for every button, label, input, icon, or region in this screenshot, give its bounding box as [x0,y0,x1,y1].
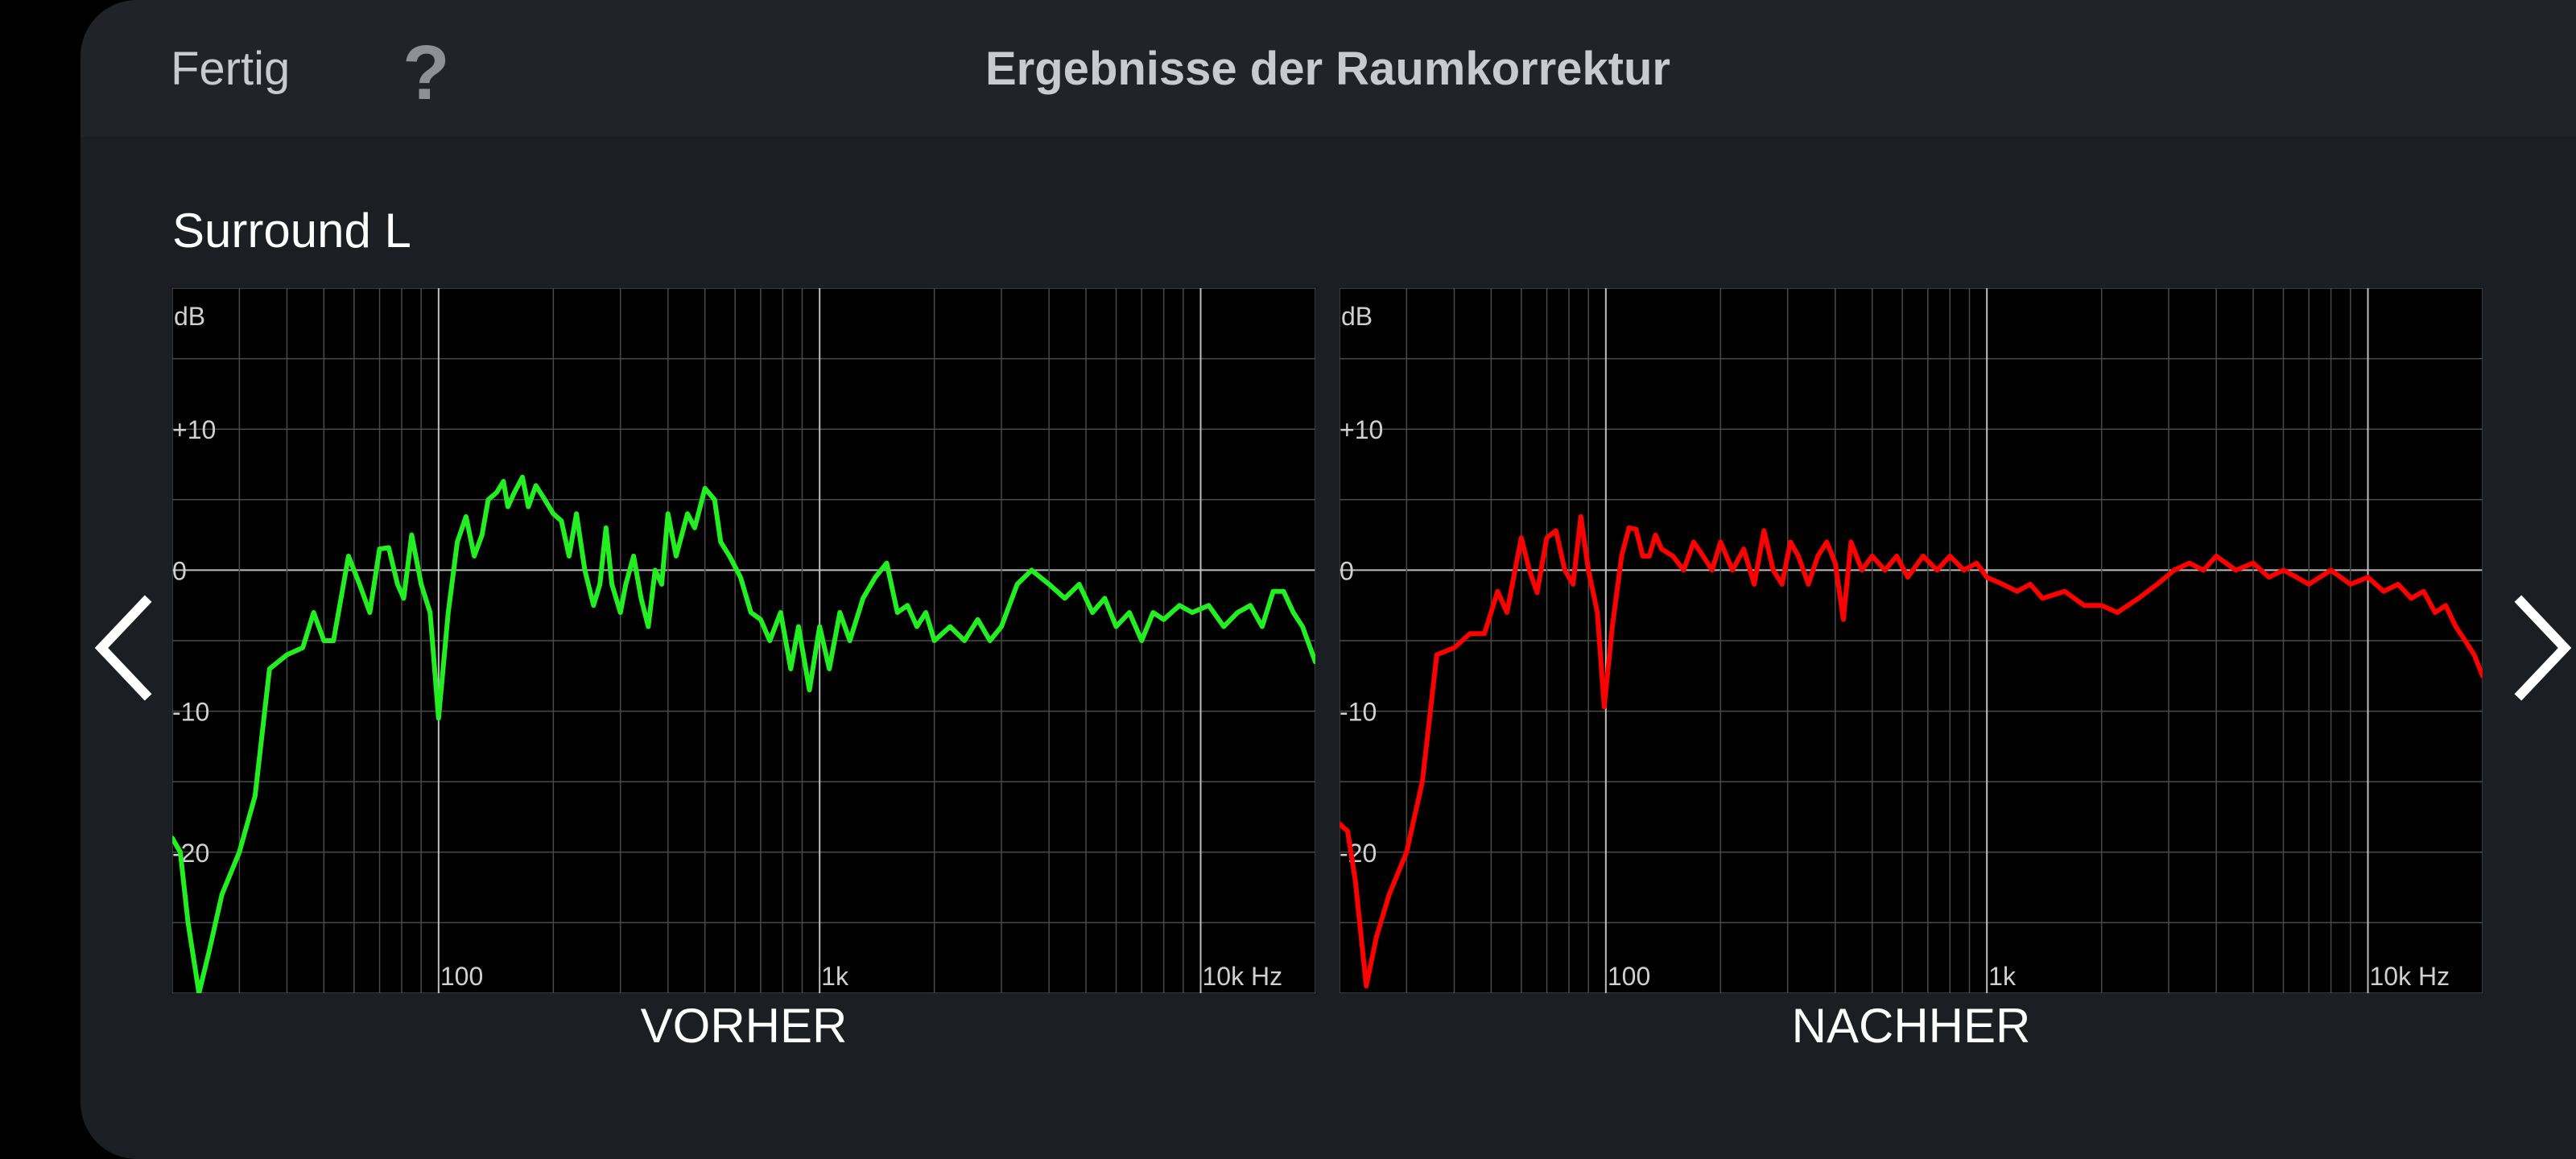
after-y-tick-label: +10 [1340,415,1383,444]
before-y-tick-label: -20 [172,839,209,868]
page-title: Ergebnisse der Raumkorrektur [985,43,1670,95]
before-y-tick-label: -10 [172,698,209,727]
next-channel-button[interactable] [2499,588,2576,708]
chevron-right-icon [2514,595,2572,701]
before-y-tick-label: +10 [172,415,216,444]
channel-label: Surround L [172,204,411,258]
chart-after-caption: NACHHER [1791,999,2031,1053]
after-y-tick-label: 0 [1340,556,1354,585]
after-y-tick-label: -20 [1340,839,1377,868]
after-x-tick-label: 100 [1608,962,1650,991]
before-x-tick-label: 100 [440,962,483,991]
help-button[interactable]: ? [402,30,450,116]
chart-before: dB +10 0 -10 -20 100 1k 10k Hz [172,288,1315,993]
before-unit-label: dB [174,302,205,331]
before-y-tick-label: 0 [172,556,187,585]
after-unit-label: dB [1341,302,1373,331]
previous-channel-button[interactable] [87,588,167,708]
chart-after: dB +10 0 -10 -20 100 1k 10k Hz [1340,288,2483,993]
chart-before-svg: dB +10 0 -10 -20 100 1k 10k Hz [172,288,1315,993]
before-x-tick-label: 1k [821,962,849,991]
after-response-curve [1340,514,2483,989]
chart-before-caption: VORHER [640,999,848,1053]
chevron-left-icon [94,595,152,701]
before-response-curve [172,474,1315,993]
done-button[interactable]: Fertig [171,43,291,95]
chart-after-svg: dB +10 0 -10 -20 100 1k 10k Hz [1340,288,2483,993]
after-x-tick-label: 1k [1988,962,2017,991]
before-x-tick-label: 10k Hz [1203,962,1283,991]
after-x-tick-label: 10k Hz [2370,962,2450,991]
header-bar [80,0,2576,137]
after-y-tick-label: -10 [1340,698,1377,727]
